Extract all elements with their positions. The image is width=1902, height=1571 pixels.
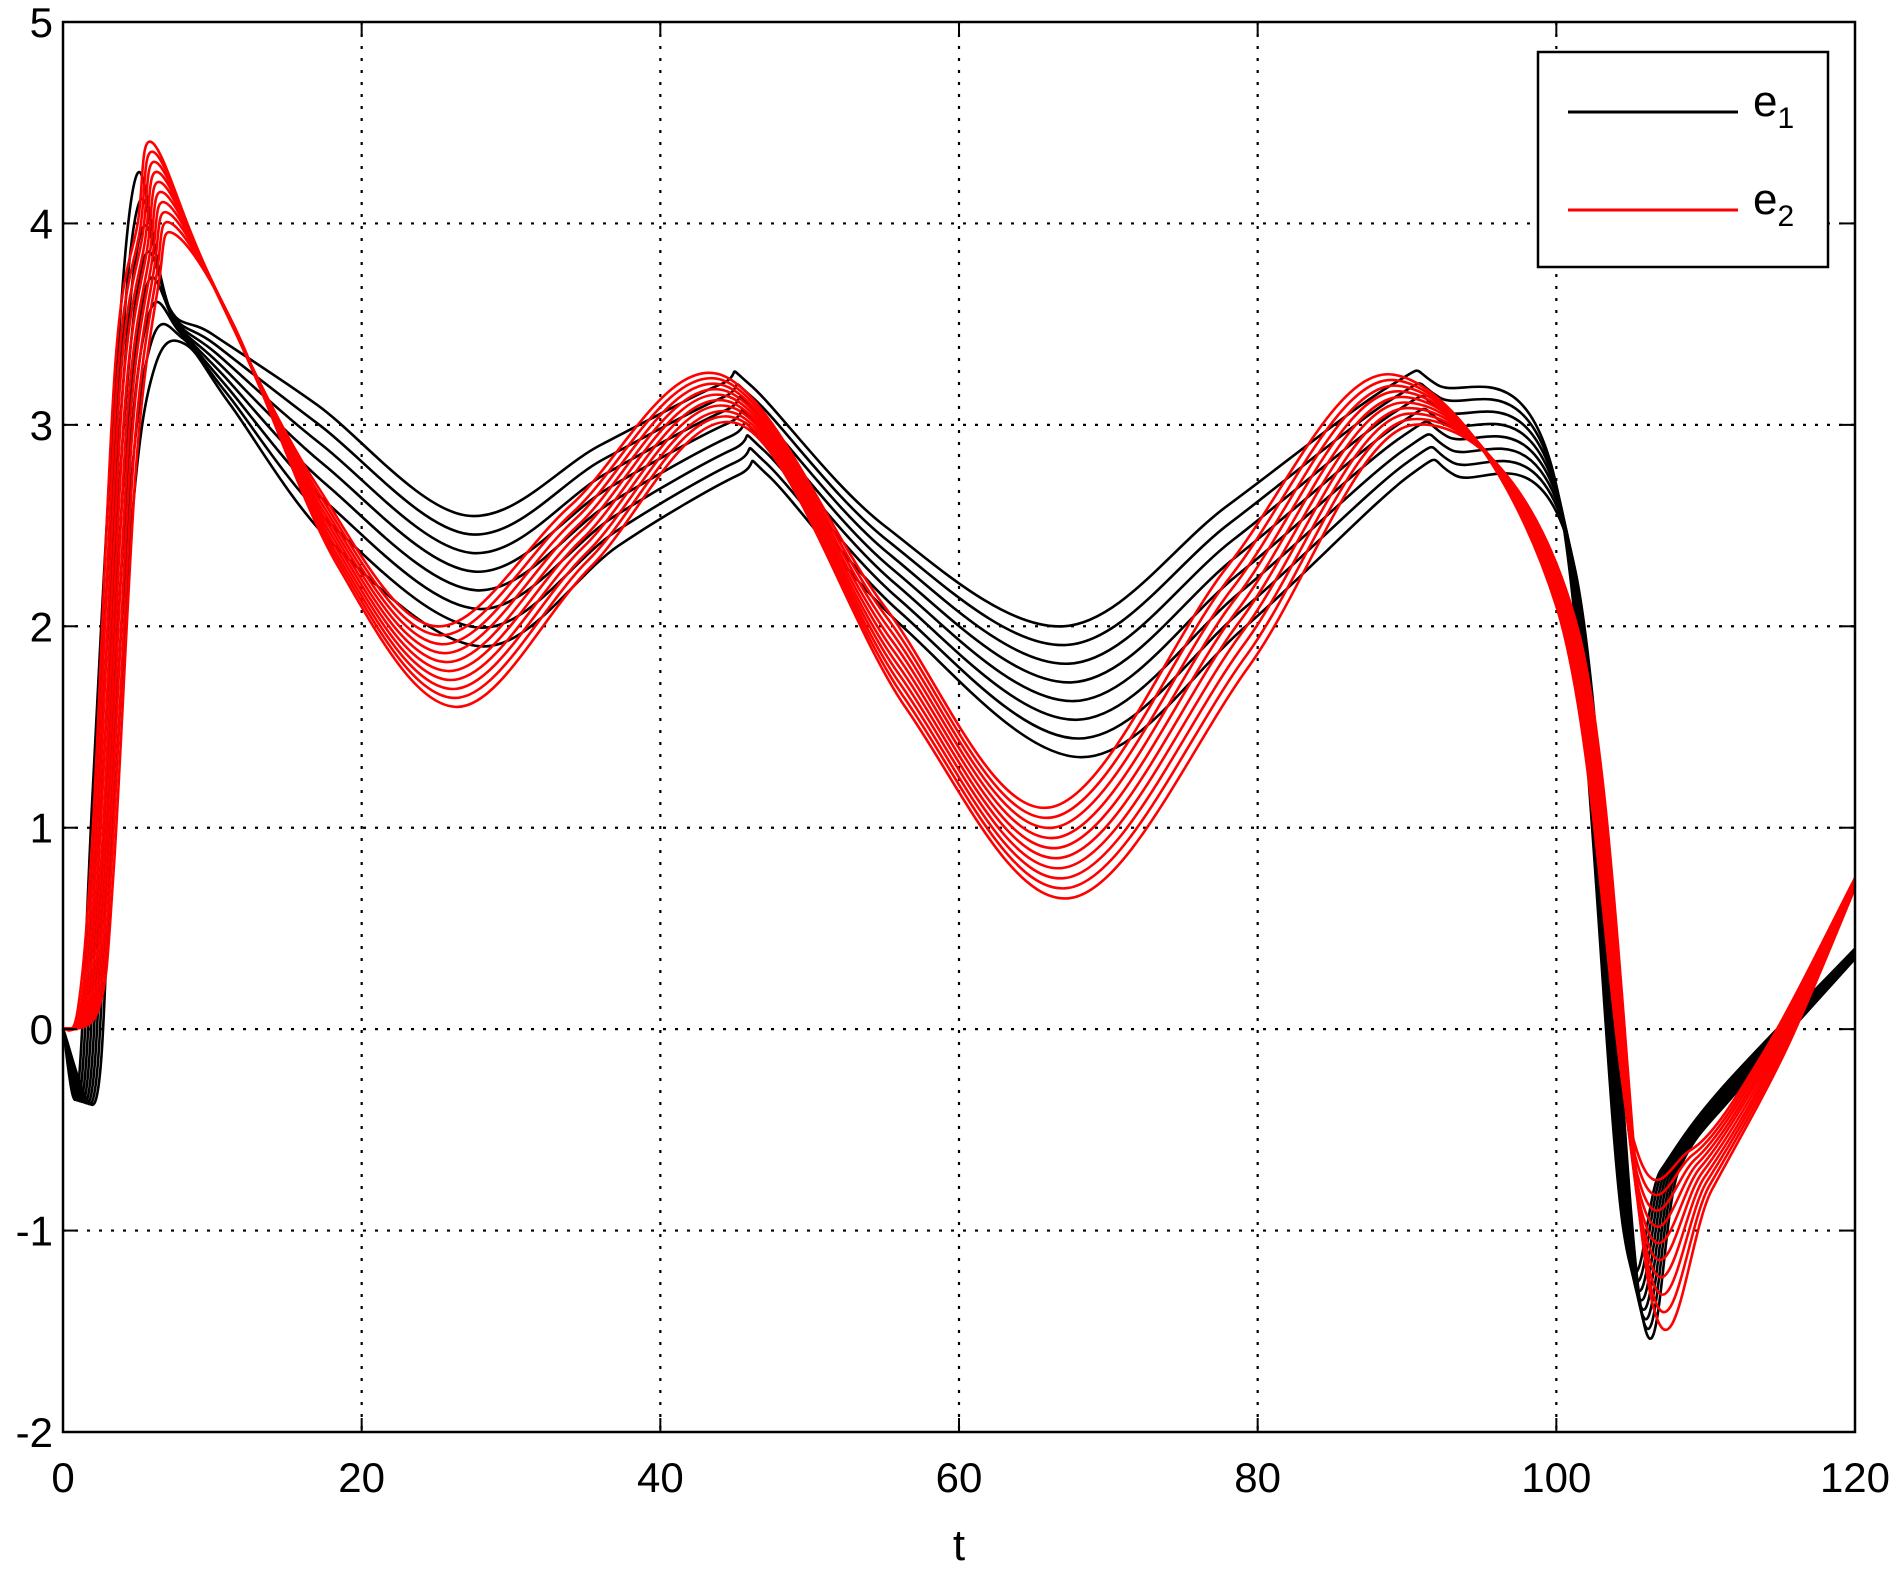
x-tick-label: 0 xyxy=(51,1454,74,1501)
y-tick-label: 1 xyxy=(30,805,53,852)
axis-ticks: 0 20 40 60 80 100 120 -2 -1 0 1 2 3 4 5 xyxy=(16,0,1890,1501)
x-tick-label: 80 xyxy=(1234,1454,1281,1501)
legend-label-e2: e2 xyxy=(1753,175,1794,233)
legend: e1 e2 xyxy=(1536,50,1830,269)
legend-label-e1: e1 xyxy=(1753,77,1794,135)
y-tick-label: 3 xyxy=(30,402,53,449)
x-tick-label: 120 xyxy=(1820,1454,1890,1501)
x-tick-label: 100 xyxy=(1521,1454,1591,1501)
series-e2-curve xyxy=(62,230,1857,1332)
y-tick-label: 2 xyxy=(30,603,53,650)
x-tick-label: 60 xyxy=(936,1454,983,1501)
y-tick-label: 0 xyxy=(30,1006,53,1053)
x-axis-label: t xyxy=(953,1521,965,1570)
x-tick-label: 20 xyxy=(338,1454,385,1501)
legend-box xyxy=(1536,50,1830,269)
series-e1-curve xyxy=(61,170,1856,1275)
x-tick-label: 40 xyxy=(637,1454,684,1501)
y-tick-label: -1 xyxy=(16,1208,53,1255)
y-tick-label: -2 xyxy=(16,1409,53,1456)
y-tick-label: 5 xyxy=(30,0,53,46)
series-lines xyxy=(61,140,1857,1340)
y-tick-label: 4 xyxy=(30,200,53,247)
